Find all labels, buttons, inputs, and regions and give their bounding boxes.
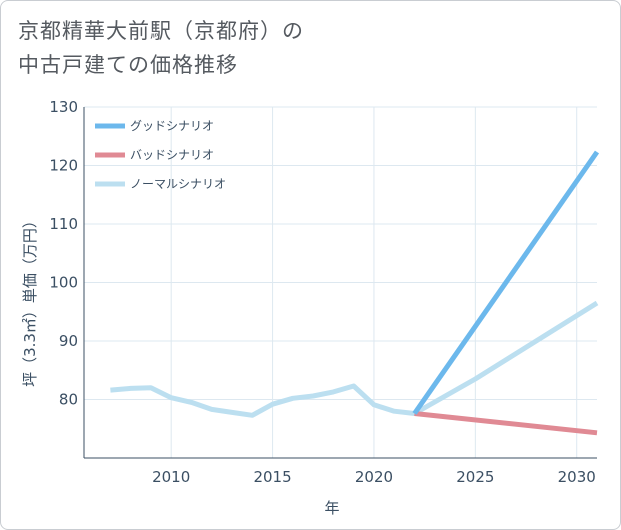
series-line-1: [414, 411, 598, 436]
axes: [83, 107, 597, 459]
y-axis-label: 坪（3.3㎡）単価（万円）: [21, 213, 39, 387]
grid-lines: [84, 106, 597, 458]
y-tick-label: 110: [49, 215, 78, 233]
title-line-2: 中古戸建ての価格推移: [18, 53, 238, 77]
x-tick-label: 2010: [152, 468, 190, 486]
series-line-2: [110, 300, 599, 418]
x-tick-label: 2015: [253, 468, 291, 486]
y-tick-label: 80: [59, 391, 78, 409]
legend-label: バッドシナリオ: [130, 148, 214, 162]
chart-title: 京都精華大前駅（京都府）の 中古戸建ての価格推移: [18, 14, 304, 82]
x-tick-label: 2030: [558, 468, 596, 486]
series-line-0: [412, 150, 600, 415]
title-line-1: 京都精華大前駅（京都府）の: [18, 19, 304, 43]
y-tick-label: 130: [49, 98, 78, 116]
legend-label: ノーマルシナリオ: [130, 177, 226, 191]
y-tick-label: 90: [59, 332, 78, 350]
y-tick-label: 100: [49, 274, 78, 292]
y-tick-label: 120: [49, 157, 78, 175]
tick-labels: 80 90 100 110 120 130 2010 2015 2020 2025 2030: [49, 98, 595, 486]
x-tick-label: 2025: [456, 468, 494, 486]
series-lines: [110, 150, 600, 436]
legend-label: グッドシナリオ: [130, 119, 214, 133]
x-axis-label: 年: [324, 499, 339, 517]
x-tick-label: 2020: [355, 468, 393, 486]
